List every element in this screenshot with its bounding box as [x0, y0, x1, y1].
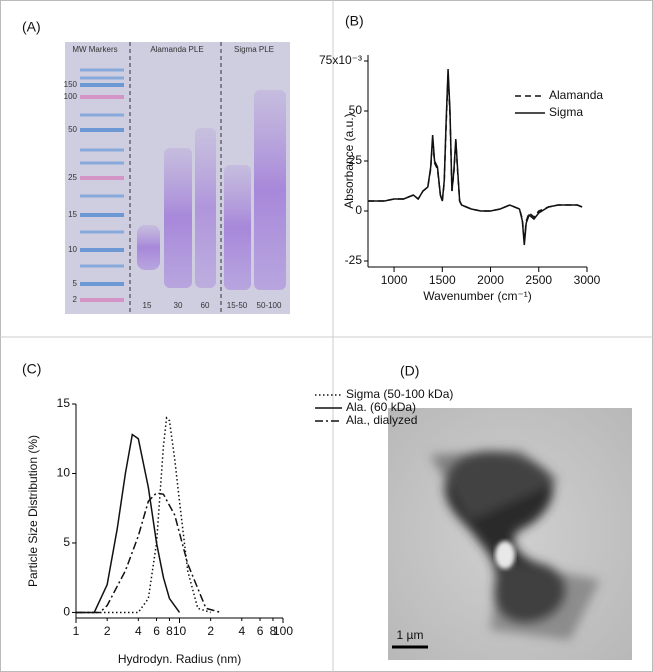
lane-label: 50-100 — [257, 301, 282, 310]
x-tick-label: 4 — [135, 624, 142, 638]
scale-bar-label: 1 µm — [397, 628, 424, 642]
x-tick-label: 6 — [153, 624, 160, 638]
mw-label: 15 — [68, 210, 77, 219]
tem-panel: (D) 1 µm — [388, 363, 632, 660]
x-tick-label: 8 — [166, 624, 173, 638]
legend-label: Ala., dialyzed — [346, 413, 417, 427]
data-line — [76, 492, 221, 614]
y-tick-label: 15 — [57, 396, 71, 410]
marker-band — [80, 68, 124, 72]
x-tick-label: 1500 — [429, 273, 456, 287]
smear — [164, 148, 192, 288]
marker-band — [80, 194, 124, 198]
marker-band — [80, 83, 124, 87]
lane-label: 60 — [201, 301, 210, 310]
marker-band — [80, 95, 124, 99]
mw-label: 25 — [68, 173, 77, 182]
y-tick-label: 5 — [63, 535, 70, 549]
mw-label: 5 — [73, 279, 78, 288]
data-line — [368, 68, 583, 246]
marker-band — [80, 128, 124, 132]
marker-band — [80, 248, 124, 252]
x-tick-label: 2500 — [525, 273, 552, 287]
smear — [254, 90, 286, 290]
panel-label: (B) — [345, 13, 364, 29]
x-tick-label: 2 — [207, 624, 214, 638]
panel-label: (D) — [400, 363, 419, 379]
data-line — [76, 433, 181, 614]
data-line — [76, 416, 211, 614]
x-tick-label: 100 — [273, 624, 293, 638]
legend-label: Alamanda — [549, 88, 603, 102]
smear — [224, 165, 251, 290]
x-tick-label: 4 — [238, 624, 245, 638]
y-tick-label: 25 — [349, 153, 363, 167]
lane-label: 15 — [143, 301, 152, 310]
lane-label: 30 — [174, 301, 183, 310]
x-tick-label: 2000 — [477, 273, 504, 287]
marker-band — [80, 282, 124, 286]
smear — [137, 225, 160, 270]
legend-label: Sigma (50-100 kDa) — [346, 387, 453, 401]
bright-spot — [495, 541, 515, 569]
smear — [195, 128, 216, 288]
y-tick-label: 10 — [57, 466, 71, 480]
legend-label: Sigma — [549, 105, 583, 119]
gel-panel: (A) MW Markers Alamanda PLE Sigma PLE 15… — [22, 19, 290, 314]
panel-label: (A) — [22, 19, 41, 35]
y-tick-label: 0 — [355, 203, 362, 217]
marker-band — [80, 113, 124, 117]
x-tick-label: 3000 — [574, 273, 601, 287]
particle-halo — [430, 450, 560, 520]
lane-header: MW Markers — [72, 45, 117, 54]
y-axis-title: Particle Size Distribution (%) — [26, 435, 40, 587]
x-tick-label: 1000 — [381, 273, 408, 287]
x-tick-label: 2 — [104, 624, 111, 638]
panel-label: (C) — [22, 361, 41, 377]
mw-label: 2 — [73, 295, 78, 304]
x-tick-label: 6 — [257, 624, 264, 638]
marker-band — [80, 161, 124, 165]
marker-band — [80, 176, 124, 180]
mw-label: 10 — [68, 245, 77, 254]
lane-header: Sigma PLE — [234, 45, 274, 54]
particle — [430, 450, 600, 640]
y-axis-title: Absorbance (a.u.) — [342, 113, 356, 208]
y-tick-label: 50 — [349, 103, 363, 117]
marker-band — [80, 148, 124, 152]
marker-band — [80, 76, 124, 80]
marker-band — [80, 264, 124, 268]
y-tick-label: 0 — [63, 605, 70, 619]
marker-band — [80, 213, 124, 217]
particle-halo — [490, 560, 600, 640]
lane-header: Alamanda PLE — [150, 45, 203, 54]
lane-label: 15-50 — [227, 301, 248, 310]
marker-band — [80, 298, 124, 302]
marker-band — [80, 230, 124, 234]
mw-label: 50 — [68, 125, 77, 134]
y-tick-label: 75x10⁻³ — [319, 53, 362, 67]
x-tick-label: 1 — [73, 624, 80, 638]
x-axis-title: Hydrodyn. Radius (nm) — [118, 652, 241, 666]
x-tick-label: 8 — [270, 624, 277, 638]
y-tick-label: -25 — [345, 253, 363, 267]
mw-label: 100 — [64, 92, 78, 101]
legend-label: Ala. (60 kDa) — [346, 400, 416, 414]
mw-label: 150 — [64, 80, 78, 89]
x-tick-label: 10 — [173, 624, 187, 638]
x-axis-title: Wavenumber (cm⁻¹) — [423, 289, 532, 303]
